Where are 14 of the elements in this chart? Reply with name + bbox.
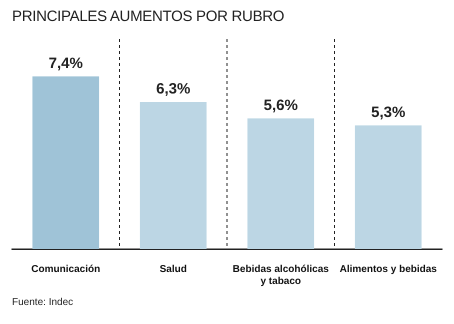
- bar: [32, 76, 100, 249]
- data-label: 5,6%: [264, 96, 298, 114]
- bar: [140, 102, 207, 249]
- x-tick-label: Alimentos y bebidas: [340, 264, 438, 275]
- chart-title: PRINCIPALES AUMENTOS POR RUBRO: [12, 8, 286, 25]
- data-label: 5,3%: [371, 104, 406, 121]
- x-tick-label: Bebidas alcohólicas y tabaco: [232, 264, 330, 287]
- x-tick-label: Comunicación: [31, 264, 100, 275]
- data-label: 7,4%: [48, 54, 83, 72]
- source-note: Fuente: Indec: [12, 297, 74, 308]
- bar: [247, 118, 314, 249]
- bar: [354, 125, 422, 249]
- data-label: 6,3%: [156, 80, 190, 98]
- x-tick-label: Salud: [160, 264, 187, 275]
